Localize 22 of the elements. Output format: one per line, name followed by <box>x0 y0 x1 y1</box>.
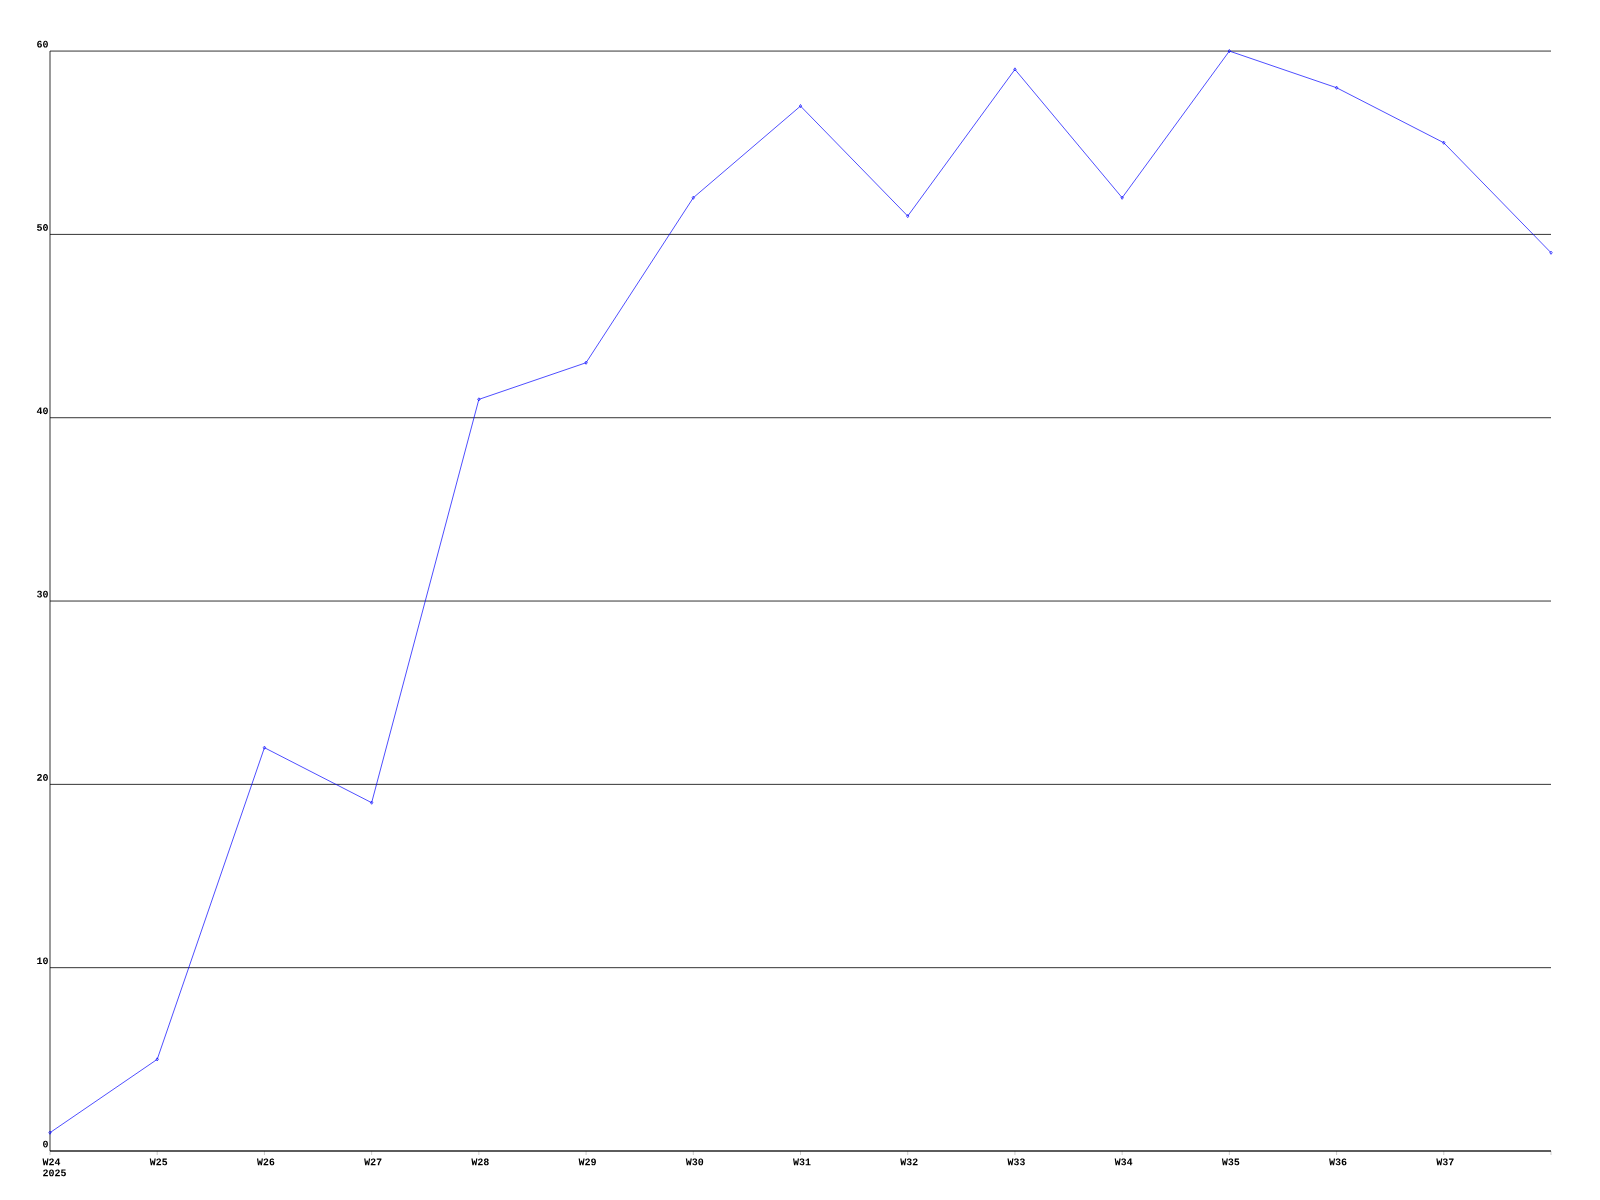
x-tick-label: W30 <box>685 1158 704 1166</box>
x-tick-label: W26 <box>256 1158 275 1166</box>
x-tick-label: W27 <box>364 1158 382 1166</box>
x-tick-label: W32 <box>900 1158 918 1166</box>
y-tick-label: 10 <box>37 957 48 965</box>
y-tick-label: 20 <box>37 774 48 781</box>
y-tick-label: 40 <box>36 407 48 415</box>
y-tick-label: 60 <box>37 40 48 48</box>
x-tick-label: W29 <box>578 1158 596 1166</box>
y-tick-label: 0 <box>43 1140 48 1148</box>
x-tick-label: W36 <box>1329 1158 1347 1166</box>
x-tick-label: W25 <box>149 1158 168 1166</box>
x-tick-label: W34 <box>1114 1158 1133 1166</box>
y-tick-label: 50 <box>37 224 48 231</box>
text: 2025 <box>43 1169 66 1177</box>
x-tick-label: W28 <box>471 1158 489 1166</box>
x-tick-label: W33 <box>1007 1158 1025 1166</box>
x-tick-label: W37 <box>1436 1158 1454 1166</box>
x-tick-label: W24 <box>42 1158 61 1166</box>
x-tick-label: W35 <box>1221 1158 1240 1166</box>
x-tick-label: W31 <box>793 1158 811 1166</box>
y-tick-label: 30 <box>36 590 48 598</box>
